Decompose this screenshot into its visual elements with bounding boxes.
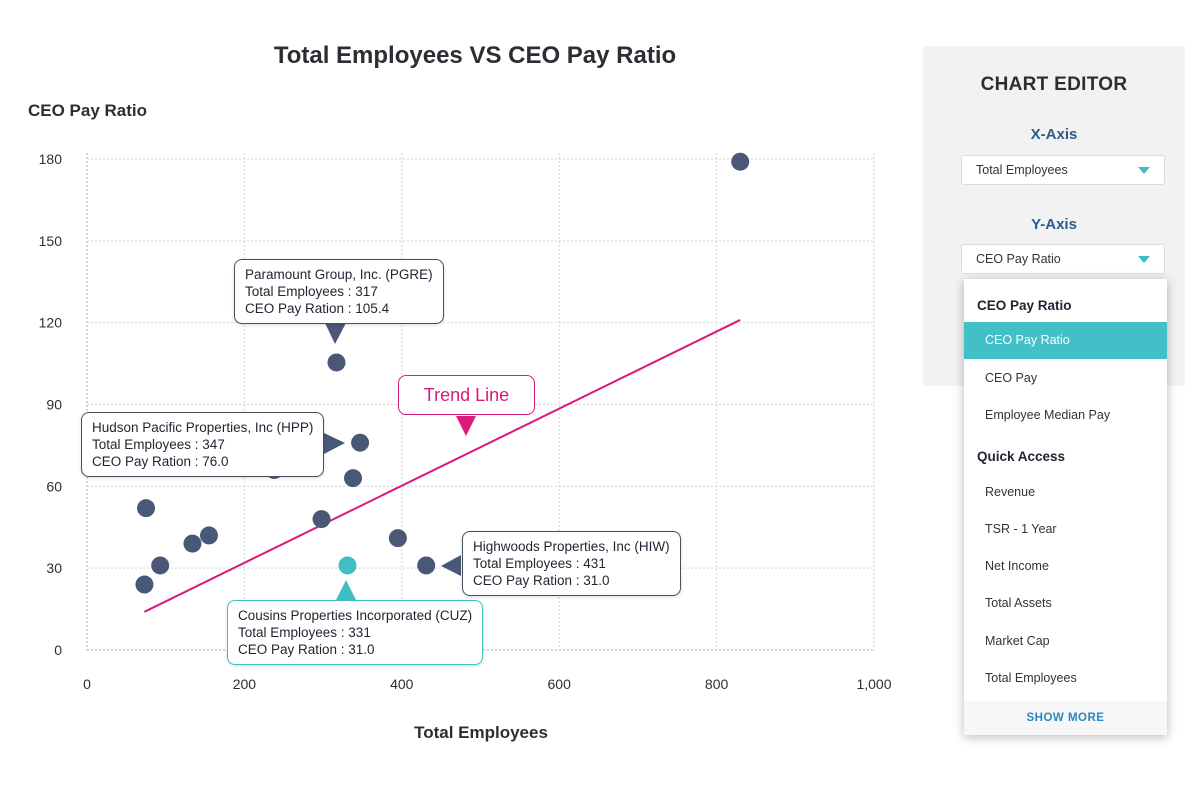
- tooltip-employees: Total Employees : 317: [245, 284, 378, 299]
- data-point: [327, 353, 346, 372]
- tooltip-pointer-cuz: [336, 580, 356, 600]
- dropdown-item-total-employees[interactable]: Total Employees: [985, 671, 1077, 685]
- tooltip-company: Paramount Group, Inc. (PGRE): [245, 267, 433, 282]
- tooltip-company: Highwoods Properties, Inc (HIW): [473, 539, 670, 554]
- tooltip-ratio: CEO Pay Ration : 105.4: [245, 301, 390, 316]
- data-point: [151, 556, 170, 575]
- dropdown-section-ceo-pay-ratio: CEO Pay Ratio: [977, 298, 1072, 313]
- tooltip-ratio: CEO Pay Ration : 31.0: [238, 642, 375, 657]
- x-tick-label: 800: [705, 676, 729, 692]
- tooltip-employees: Total Employees : 331: [238, 625, 371, 640]
- data-point: [351, 433, 370, 452]
- data-point: [199, 526, 218, 545]
- x-axis-heading: X-Axis: [1030, 126, 1078, 143]
- y-axis-select[interactable]: CEO Pay Ratio: [961, 244, 1165, 274]
- tooltip-pointer-hiw: [441, 555, 461, 576]
- dropdown-item-ceo-pay-ratio[interactable]: CEO Pay Ratio: [964, 322, 1167, 359]
- tooltip-pointer-hpp: [324, 433, 345, 454]
- editor-title: CHART EDITOR: [980, 74, 1128, 95]
- x-axis-title: Total Employees: [414, 723, 548, 742]
- chart-title: Total Employees VS CEO Pay Ratio: [273, 42, 677, 69]
- dropdown-section-quick-access: Quick Access: [977, 449, 1066, 464]
- x-axis-select[interactable]: Total Employees: [961, 155, 1165, 185]
- y-axis-heading: Y-Axis: [1031, 216, 1077, 233]
- tooltip-company: Hudson Pacific Properties, Inc (HPP): [92, 420, 314, 435]
- show-more-button[interactable]: SHOW MORE: [964, 701, 1167, 735]
- chevron-down-icon: [1138, 256, 1150, 263]
- x-tick-label: 0: [83, 676, 91, 692]
- y-tick-label: 180: [39, 151, 63, 167]
- tooltip-ratio: CEO Pay Ration : 76.0: [92, 454, 229, 469]
- tooltip-pointers: [324, 323, 476, 600]
- highlighted-data-point: [338, 556, 357, 575]
- chevron-down-icon: [1138, 167, 1150, 174]
- y-tick-label: 120: [39, 315, 63, 331]
- tooltip-cuz: Cousins Properties Incorporated (CUZ) To…: [227, 600, 484, 665]
- dropdown-item-total-assets[interactable]: Total Assets: [985, 596, 1052, 610]
- tooltip-pointer-pgre: [325, 323, 346, 344]
- data-points: [135, 152, 750, 594]
- trend-label-pointer: [456, 416, 476, 436]
- y-axis-select-value: CEO Pay Ratio: [976, 252, 1061, 266]
- x-tick-label: 600: [548, 676, 572, 692]
- trend-line: [144, 319, 741, 613]
- data-point: [135, 575, 154, 594]
- dropdown-item-employee-median-pay[interactable]: Employee Median Pay: [985, 408, 1111, 422]
- x-tick-label: 1,000: [856, 676, 891, 692]
- tooltip-hiw: Highwoods Properties, Inc (HIW) Total Em…: [462, 531, 681, 596]
- dropdown-item-market-cap[interactable]: Market Cap: [985, 634, 1050, 648]
- y-tick-label: 150: [39, 233, 63, 249]
- data-point: [731, 152, 750, 171]
- y-tick-label: 90: [46, 397, 62, 413]
- scatter-plot: 0 200 400 600 800 1,000 0 30 60 90 120 150 180: [39, 151, 892, 692]
- data-point: [183, 534, 202, 553]
- y-tick-label: 0: [54, 642, 62, 658]
- tooltip-pgre: Paramount Group, Inc. (PGRE) Total Emplo…: [234, 259, 444, 324]
- trend-line-label: Trend Line: [398, 375, 535, 415]
- tooltip-employees: Total Employees : 431: [473, 556, 606, 571]
- data-point: [417, 556, 436, 575]
- dropdown-item-net-income[interactable]: Net Income: [985, 559, 1049, 573]
- tooltip-ratio: CEO Pay Ration : 31.0: [473, 573, 610, 588]
- y-tick-label: 60: [46, 478, 62, 494]
- dropdown-item-tsr-1-year[interactable]: TSR - 1 Year: [985, 522, 1057, 536]
- x-tick-label: 200: [233, 676, 257, 692]
- y-axis-title: CEO Pay Ratio: [28, 101, 148, 120]
- y-axis-dropdown-menu: CEO Pay Ratio CEO Pay Ratio CEO Pay Empl…: [964, 279, 1167, 735]
- data-point: [137, 499, 156, 518]
- tooltip-employees: Total Employees : 347: [92, 437, 225, 452]
- y-tick-label: 30: [46, 560, 62, 576]
- x-tick-label: 400: [390, 676, 414, 692]
- data-point: [388, 529, 407, 548]
- trend-layer: [144, 319, 741, 613]
- data-point: [312, 510, 331, 529]
- tooltip-company: Cousins Properties Incorporated (CUZ): [238, 608, 473, 623]
- x-axis-select-value: Total Employees: [976, 163, 1068, 177]
- axes: 0 200 400 600 800 1,000 0 30 60 90 120 150 180: [39, 151, 892, 692]
- tooltip-hpp: Hudson Pacific Properties, Inc (HPP) Tot…: [81, 412, 325, 477]
- data-point: [344, 469, 363, 488]
- dropdown-item-ceo-pay[interactable]: CEO Pay: [985, 371, 1038, 385]
- dropdown-item-revenue[interactable]: Revenue: [985, 485, 1036, 499]
